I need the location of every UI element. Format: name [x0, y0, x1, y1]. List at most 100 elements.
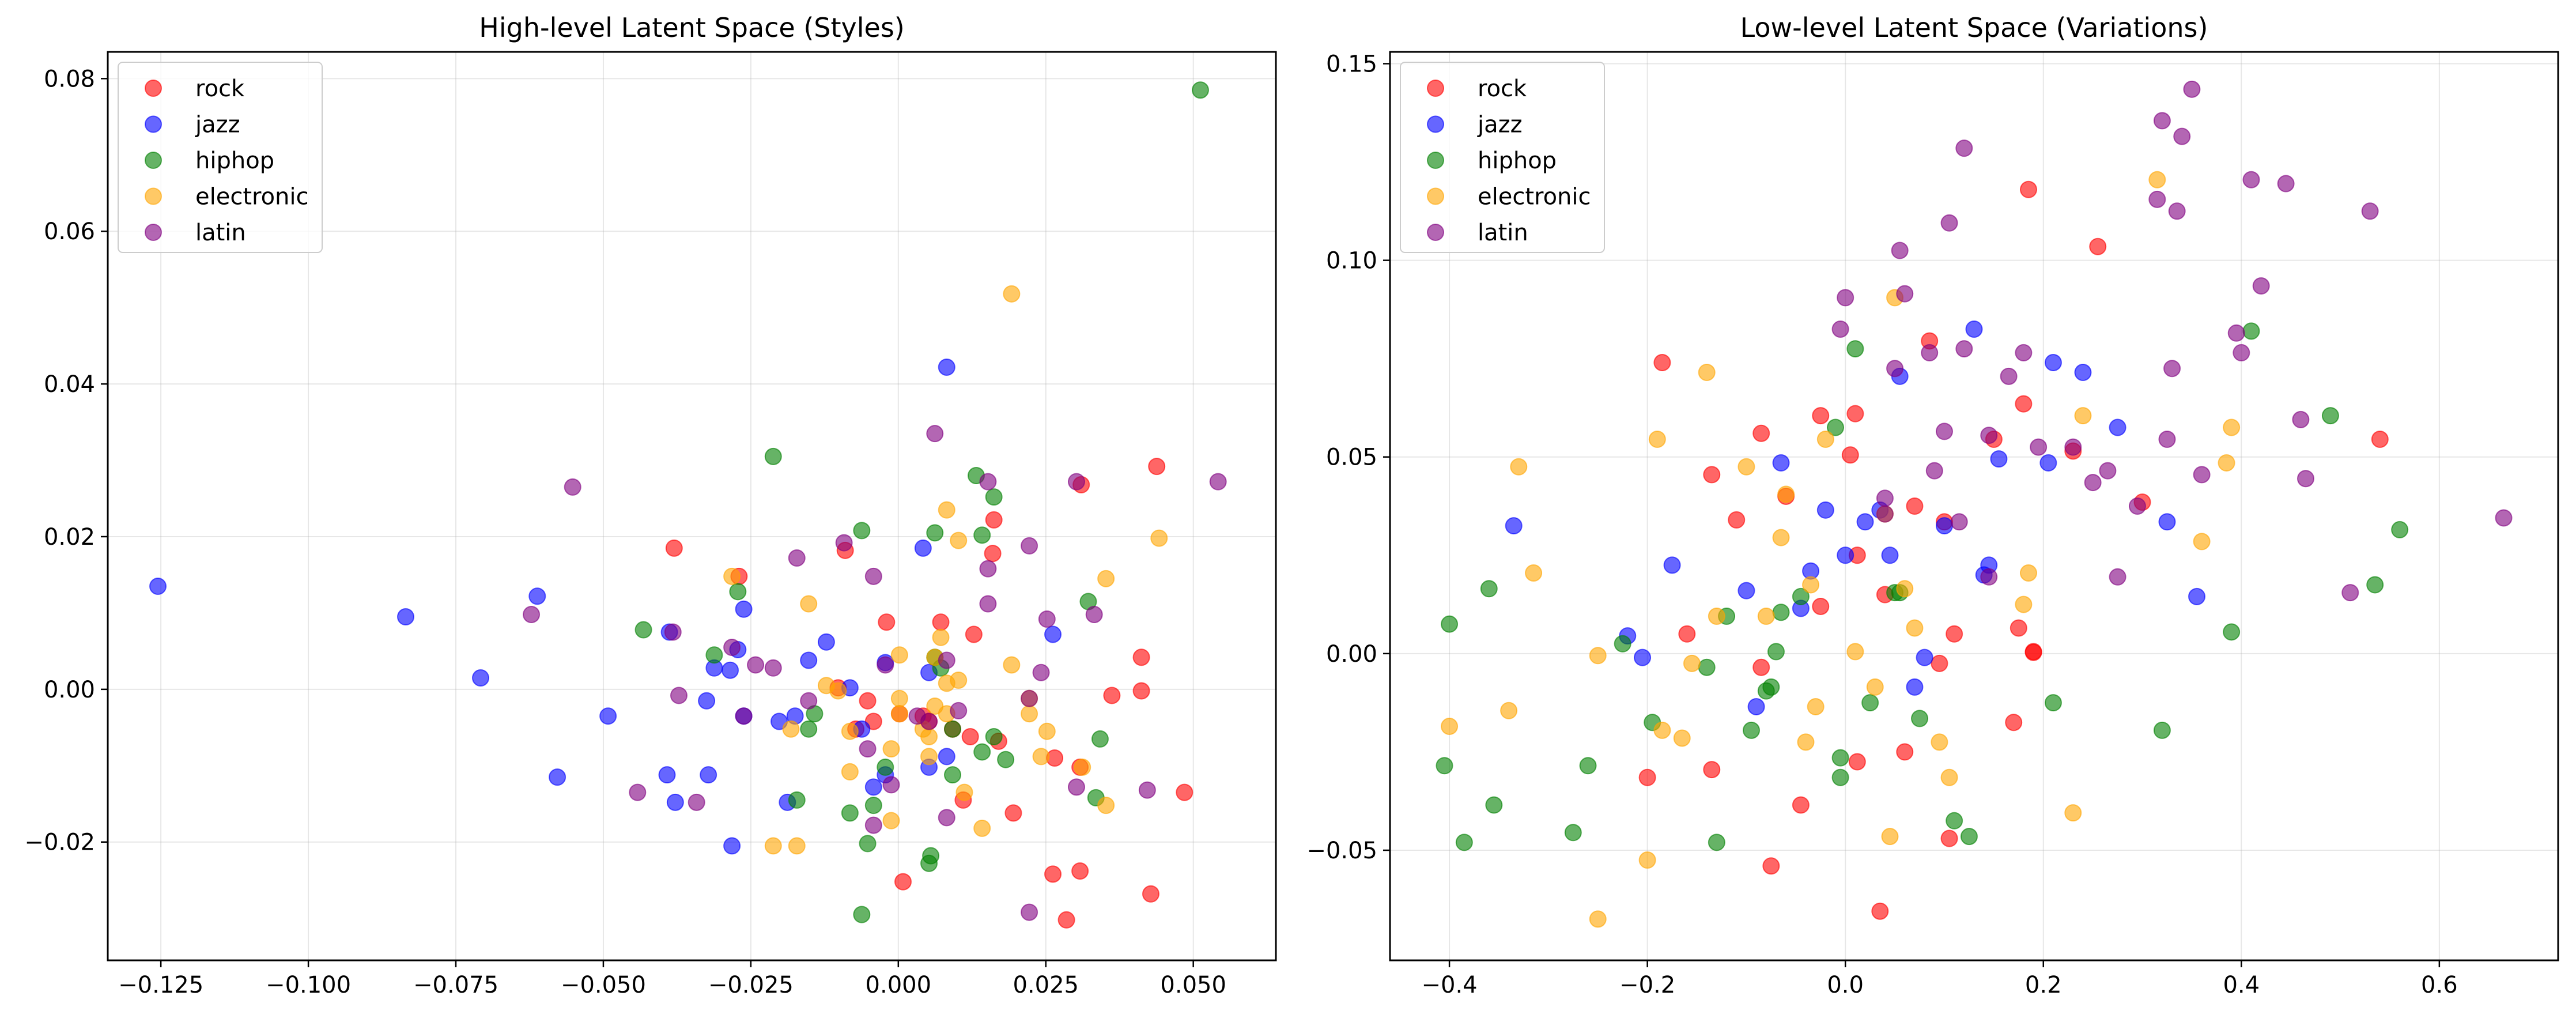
data-point-hiphop — [943, 720, 961, 738]
data-point-latin — [2292, 410, 2310, 428]
data-point-electronic — [1708, 608, 1725, 625]
data-point-hiphop — [634, 621, 652, 639]
data-point-jazz — [658, 766, 676, 784]
data-point-latin — [1950, 513, 1968, 531]
data-point-latin — [2064, 438, 2082, 456]
legend-marker-rock — [145, 80, 162, 97]
data-point-latin — [1021, 537, 1038, 555]
data-point-electronic — [2015, 595, 2033, 613]
data-point-electronic — [782, 720, 800, 738]
data-point-rock — [1071, 862, 1089, 880]
data-point-rock — [1728, 511, 1746, 529]
data-point-rock — [878, 613, 896, 631]
data-point-electronic — [1653, 721, 1671, 739]
legend-marker-jazz — [1427, 115, 1444, 133]
data-point-electronic — [788, 837, 806, 855]
data-point-rock — [1044, 865, 1062, 883]
data-point-latin — [864, 567, 882, 585]
data-point-electronic — [890, 646, 908, 664]
legend: rock jazz hiphop electronic latin — [118, 62, 323, 253]
data-point-jazz — [723, 837, 741, 855]
data-point-latin — [1921, 344, 1939, 361]
data-point-jazz — [800, 651, 818, 669]
data-point-hiphop — [1767, 643, 1785, 661]
data-point-latin — [1935, 423, 1953, 440]
data-point-jazz — [472, 669, 490, 687]
x-tick-label: −0.050 — [561, 972, 646, 998]
data-point-electronic — [882, 812, 900, 830]
data-point-latin — [1138, 781, 1156, 799]
data-point-rock — [985, 511, 1003, 529]
data-point-latin — [788, 549, 806, 567]
data-point-rock — [1148, 458, 1166, 476]
y-tick-label: 0.06 — [44, 218, 95, 245]
data-point-hiphop — [841, 804, 859, 822]
data-point-latin — [1085, 606, 1103, 624]
data-point-latin — [1955, 139, 1973, 157]
data-point-jazz — [1816, 501, 1834, 519]
data-point-hiphop — [1579, 757, 1597, 775]
data-point-hiphop — [1772, 604, 1790, 621]
data-point-rock — [2010, 619, 2027, 637]
data-point-electronic — [2074, 407, 2092, 425]
data-point-hiphop — [1946, 812, 1963, 830]
data-point-latin — [2163, 360, 2181, 378]
data-point-rock — [1752, 658, 1770, 676]
data-point-latin — [2128, 497, 2146, 515]
data-point-latin — [800, 692, 818, 710]
data-point-jazz — [735, 600, 753, 618]
data-point-rock — [1057, 911, 1075, 929]
data-point-electronic — [1881, 828, 1899, 846]
data-point-jazz — [549, 768, 566, 786]
data-point-rock — [1103, 687, 1121, 704]
data-point-hiphop — [877, 758, 894, 776]
data-point-rock — [1940, 830, 1958, 847]
data-point-latin — [2153, 112, 2171, 130]
data-point-rock — [1142, 885, 1159, 903]
data-point-rock — [984, 545, 1002, 563]
data-point-latin — [2015, 344, 2033, 361]
data-point-electronic — [1003, 656, 1021, 674]
data-point-jazz — [2188, 587, 2206, 605]
data-point-hiphop — [997, 751, 1015, 768]
data-point-hiphop — [1742, 721, 1760, 739]
data-point-hiphop — [729, 583, 747, 601]
data-point-latin — [523, 606, 541, 624]
data-point-rock — [2015, 395, 2033, 413]
data-point-jazz — [1837, 546, 1854, 564]
data-point-hiphop — [1960, 828, 1978, 846]
data-point-jazz — [2039, 454, 2057, 472]
data-point-electronic — [1906, 619, 1924, 637]
legend-label-rock: rock — [195, 76, 245, 102]
data-point-latin — [1021, 689, 1038, 707]
data-point-electronic — [890, 689, 908, 707]
data-point-jazz — [1772, 454, 1790, 472]
data-point-latin — [2183, 80, 2201, 98]
legend-marker-electronic — [145, 187, 162, 205]
data-point-hiphop — [764, 447, 782, 465]
data-point-hiphop — [1091, 730, 1109, 748]
data-point-latin — [2277, 175, 2295, 193]
y-tick-label: 0.15 — [1326, 51, 1377, 77]
data-point-rock — [1004, 804, 1022, 822]
data-point-latin — [2242, 171, 2260, 188]
data-point-rock — [2089, 237, 2107, 255]
data-point-latin — [1067, 778, 1085, 796]
data-point-hiphop — [2044, 694, 2062, 712]
data-point-jazz — [666, 793, 684, 811]
data-point-electronic — [950, 671, 968, 689]
data-point-jazz — [1747, 697, 1765, 715]
data-point-electronic — [1738, 458, 1755, 476]
data-point-electronic — [1589, 910, 1607, 928]
data-point-latin — [938, 651, 955, 669]
legend-marker-latin — [1427, 224, 1444, 241]
data-point-hiphop — [1792, 587, 1810, 605]
data-point-latin — [1067, 473, 1085, 491]
data-point-jazz — [1044, 625, 1062, 643]
data-point-rock — [1132, 682, 1150, 700]
x-tick-label: −0.125 — [118, 972, 203, 998]
data-point-hiphop — [1480, 580, 1498, 598]
legend-label-latin: latin — [1478, 220, 1528, 246]
data-point-latin — [835, 534, 853, 552]
data-point-hiphop — [788, 791, 806, 809]
